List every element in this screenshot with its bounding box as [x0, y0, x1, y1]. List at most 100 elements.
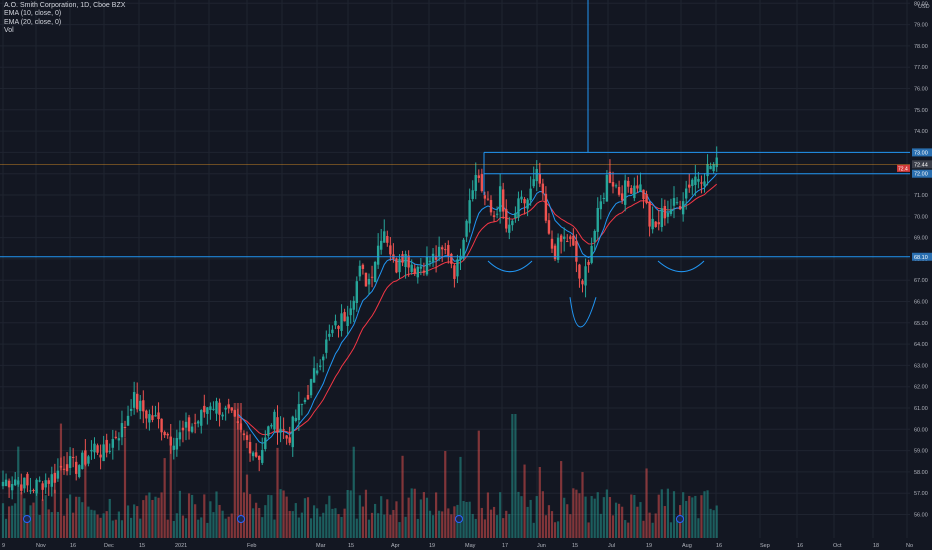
volume-bar: [569, 514, 572, 538]
candle-body: [498, 186, 502, 212]
candle-body: [227, 404, 230, 409]
volume-bar: [599, 513, 602, 538]
support-price-tag: 68.10: [914, 255, 928, 261]
price-tick-label: 66.00: [914, 300, 928, 306]
volume-bar: [175, 513, 178, 538]
volume-bar: [544, 515, 547, 538]
candle-body: [245, 435, 249, 440]
candle-body: [261, 449, 264, 463]
volume-bar: [328, 495, 331, 538]
volume-bar: [450, 514, 453, 538]
time-tick-label: 16: [70, 543, 76, 549]
candle-body: [90, 449, 93, 452]
volume-bar: [688, 495, 691, 538]
volume-bar: [657, 494, 660, 538]
volume-bar: [468, 501, 471, 538]
candle-body: [462, 239, 465, 259]
volume-bar: [492, 506, 496, 538]
earnings-marker-icon: [237, 515, 245, 523]
candle-body: [477, 175, 480, 178]
time-tick-label: 9: [2, 543, 5, 549]
candle-body: [75, 461, 78, 474]
time-tick-label: 19: [429, 543, 435, 549]
volume-bar: [87, 506, 90, 538]
volume-bar: [660, 489, 663, 538]
candle-body: [23, 477, 26, 489]
candle-body: [120, 423, 124, 438]
candle-body: [703, 181, 706, 186]
time-tick-label: 15: [348, 543, 354, 549]
price-tick-label: 65.00: [914, 321, 928, 327]
candle-body: [538, 173, 541, 184]
candle-body: [102, 444, 105, 462]
volume-bar: [14, 503, 17, 538]
volume-bar: [105, 511, 108, 538]
volume-bar: [523, 464, 526, 538]
price-tick-label: 70.00: [914, 214, 928, 220]
volume-bar: [395, 501, 398, 538]
candle-body: [169, 436, 172, 446]
candle-body: [471, 190, 474, 199]
symbol-title: A.O. Smith Corporation, 1D, Cboe BZX: [4, 2, 126, 9]
volume-bar: [114, 519, 117, 538]
candle-body: [630, 188, 633, 194]
candle-body: [419, 266, 423, 269]
volume-bar: [691, 497, 694, 538]
price-tick-label: 63.00: [914, 363, 928, 369]
volume-bar: [148, 492, 151, 538]
volume-bar: [270, 495, 273, 538]
candle-body: [380, 240, 383, 250]
volume-bar: [35, 489, 38, 538]
candle-body: [343, 312, 346, 322]
volume-bar: [621, 506, 624, 538]
volume-bar: [255, 502, 258, 538]
volume-bar: [325, 504, 328, 538]
candle-body: [413, 268, 416, 274]
candle-body: [535, 168, 538, 182]
price-tick-label: 60.00: [914, 427, 928, 433]
volume-bar: [422, 492, 425, 538]
candle-body: [450, 253, 453, 264]
volume-bar: [703, 491, 706, 538]
volume-bar: [322, 512, 325, 538]
volume-bar: [145, 495, 148, 538]
candle-body: [303, 399, 307, 403]
candle-body: [258, 456, 261, 460]
candle-body: [373, 261, 377, 283]
candle-body: [596, 207, 599, 232]
candle-body: [620, 193, 624, 201]
candle-body: [264, 437, 267, 450]
candle-body: [32, 490, 35, 492]
candle-body: [529, 188, 532, 201]
candle-body: [361, 264, 365, 269]
price-tick-label: 76.00: [914, 87, 928, 93]
volume-bar: [709, 508, 712, 538]
volume-bar: [404, 516, 407, 538]
candle-body: [285, 435, 288, 439]
volume-bar: [242, 492, 246, 538]
volume-bar: [566, 504, 569, 538]
candle-body: [145, 410, 148, 419]
candle-body: [47, 480, 50, 484]
candle-body: [139, 400, 142, 412]
volume-bar: [38, 514, 41, 538]
candle-body: [148, 414, 151, 423]
volume-bar: [358, 495, 361, 538]
volume-bar: [300, 512, 303, 538]
volume-bar: [477, 430, 480, 538]
volume-bar: [197, 519, 200, 538]
candle-body: [200, 410, 203, 426]
candle-body: [428, 260, 432, 262]
right-shoulder-arc: [657, 260, 705, 273]
volume-bar: [413, 488, 416, 538]
candle-body: [84, 450, 87, 465]
price-tick-label: 64.00: [914, 342, 928, 348]
volume-bar: [474, 518, 477, 538]
volume-bar: [532, 522, 535, 538]
candle-body: [340, 313, 343, 331]
candle-body: [65, 464, 69, 472]
candle-body: [29, 490, 32, 492]
volume-bar: [700, 495, 703, 538]
volume-bar: [279, 489, 282, 538]
